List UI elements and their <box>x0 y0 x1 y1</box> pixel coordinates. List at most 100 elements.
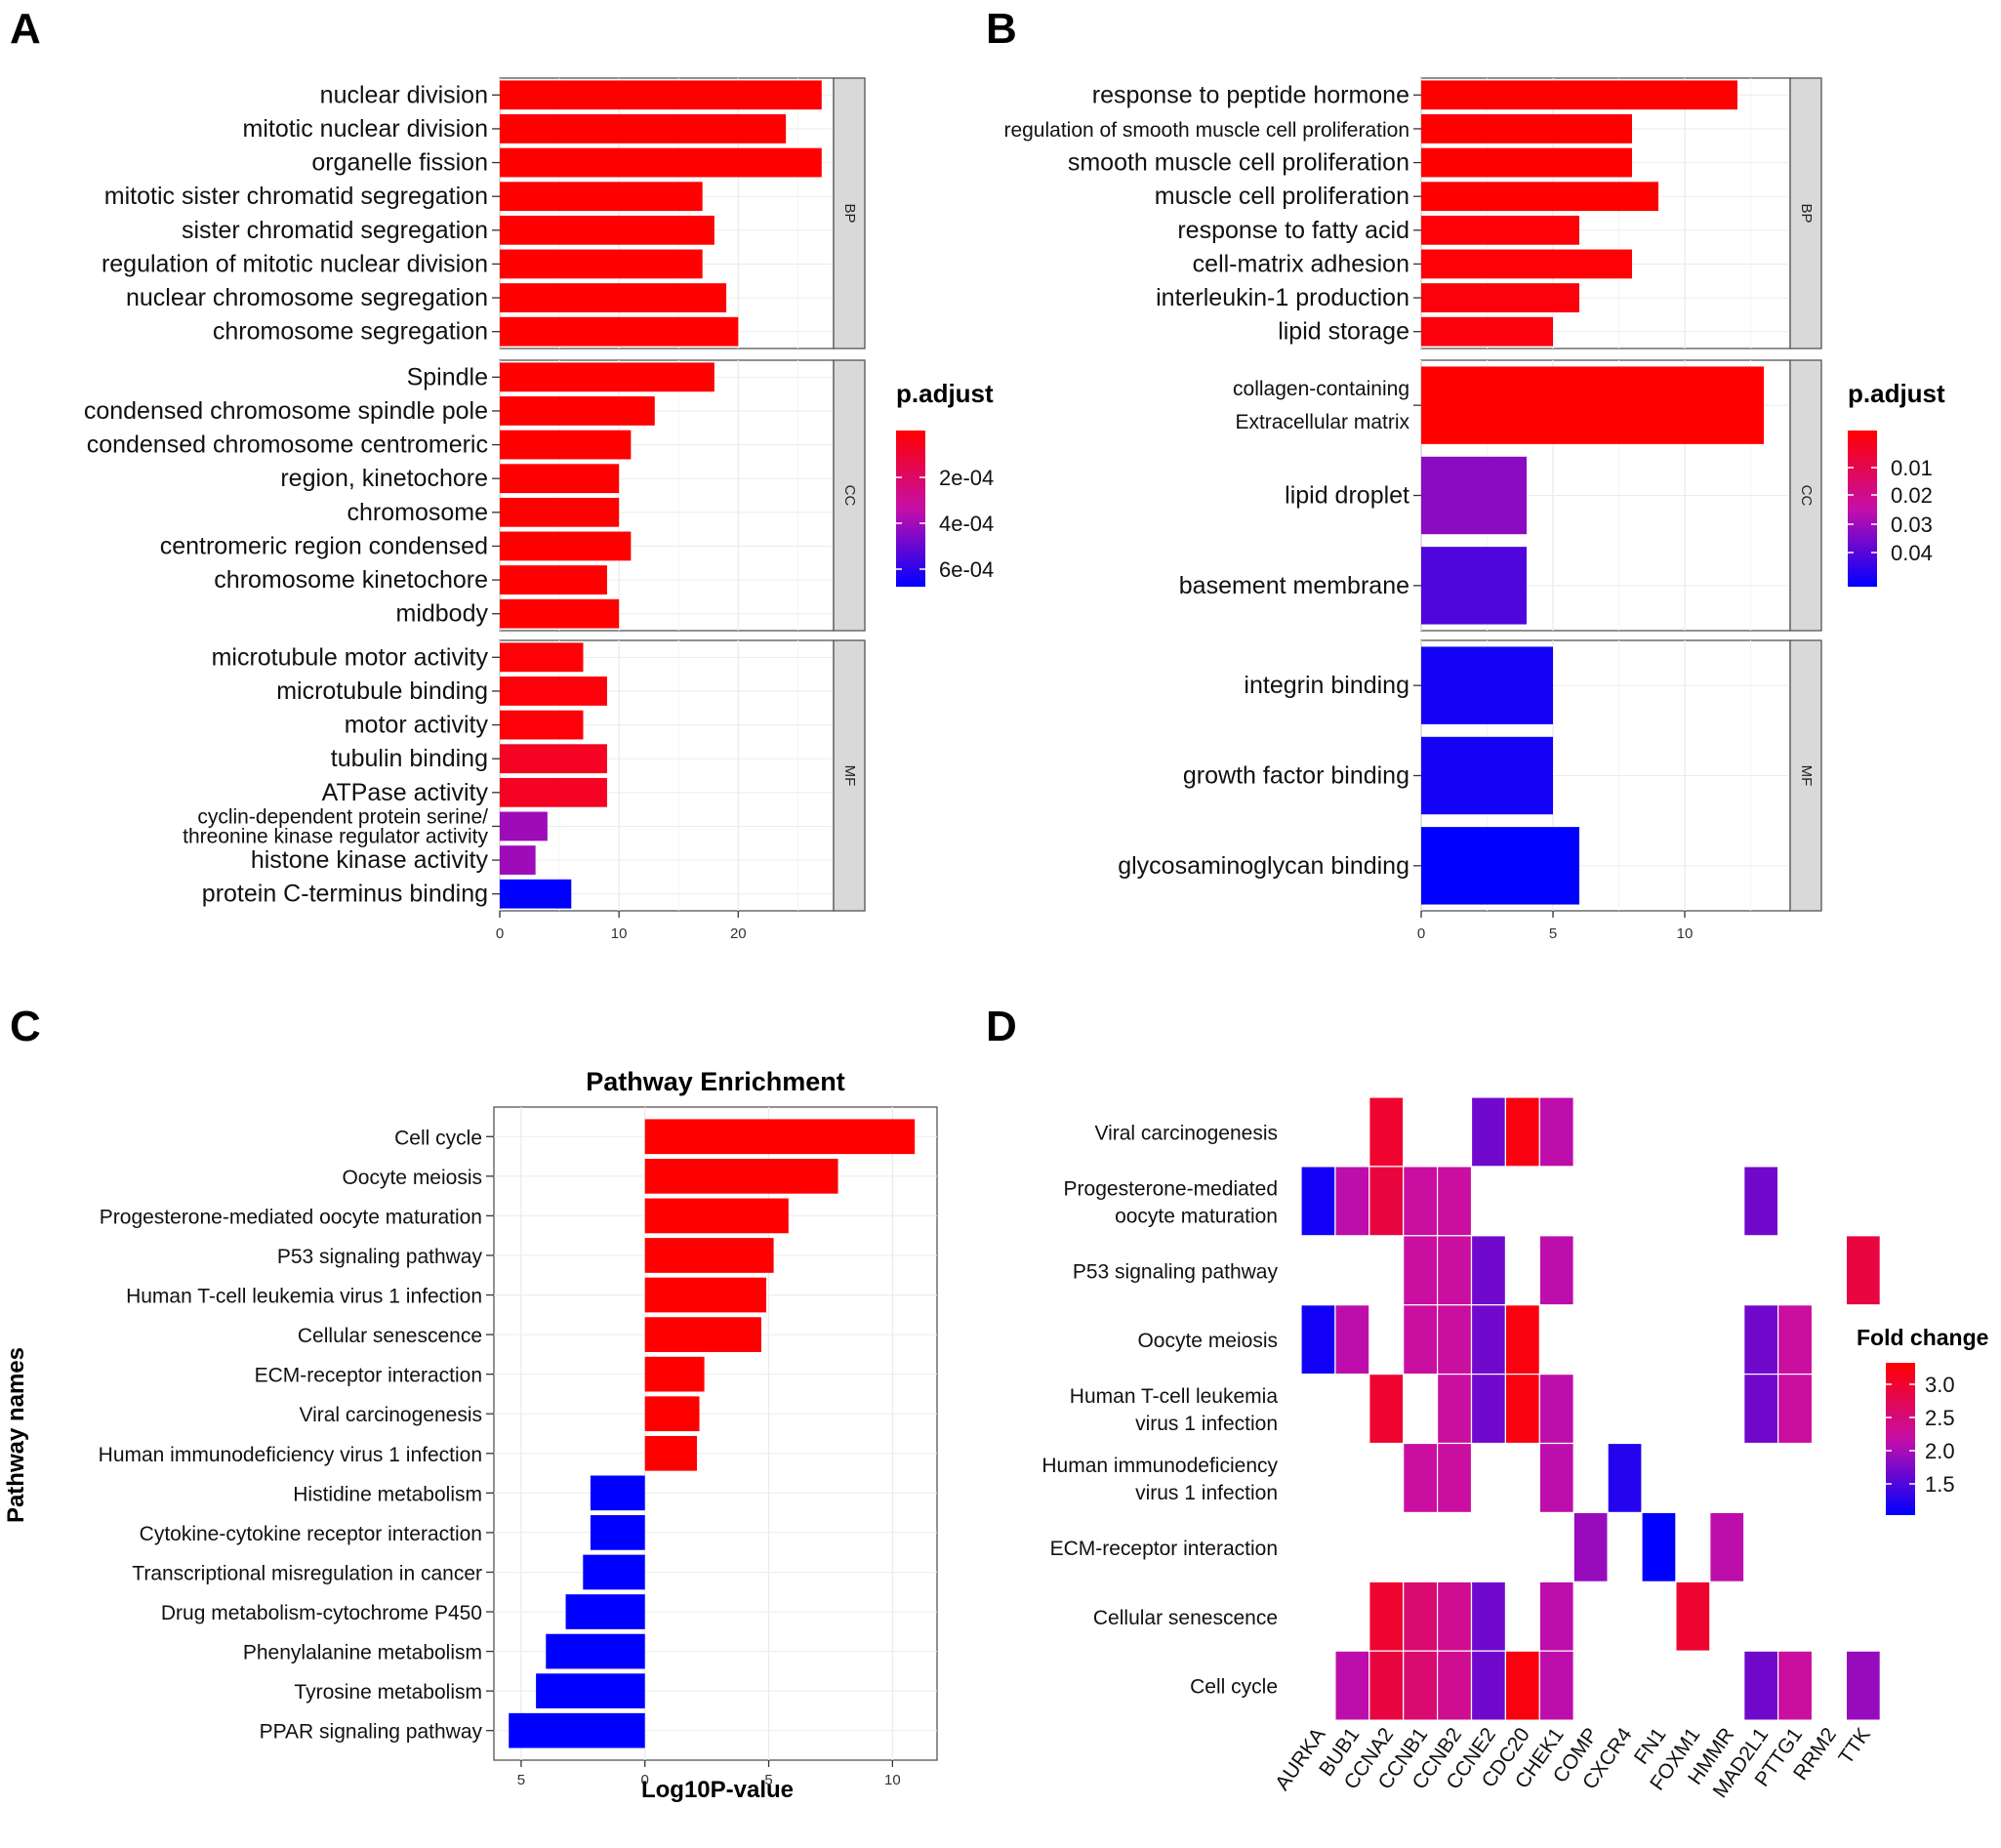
category-label: Cellular senescence <box>298 1325 482 1347</box>
category-label: smooth muscle cell proliferation <box>1068 149 1409 177</box>
heatmap-cell-ccna2 <box>1368 1650 1405 1721</box>
x-tick-label: 0 <box>496 925 504 942</box>
category-label: chromosome kinetochore <box>214 566 488 594</box>
heatmap-cell-ccne2 <box>1470 1235 1507 1306</box>
category-label: Transcriptional misregulation in cancer <box>132 1562 482 1584</box>
bar-interleukin-1-production <box>1421 283 1579 312</box>
heatmap-cell-cdc20 <box>1504 1650 1540 1721</box>
legend-tick-label: 2.0 <box>1925 1439 1955 1463</box>
heatmap-cell-foxm1 <box>1675 1581 1711 1652</box>
category-label: Spindle <box>407 363 488 390</box>
category-label: P53 signaling pathway <box>277 1246 483 1268</box>
heatmap-cell-ccnb1 <box>1403 1650 1439 1721</box>
legend-tick-label: 4e-04 <box>939 512 994 536</box>
heatmap-cell-ccnb2 <box>1436 1235 1473 1306</box>
heatmap-cell-comp <box>1572 1511 1609 1582</box>
legend-tick-label: 2e-04 <box>939 466 994 490</box>
heatmap-cell-pttg1 <box>1776 1650 1814 1721</box>
category-label: microtubule motor activity <box>212 643 489 671</box>
x-tick-label: 5 <box>517 1772 525 1788</box>
bar-lipid-droplet <box>1421 456 1527 535</box>
panel-b-go-enrichment: response to peptide hormone regulation of… <box>1003 77 1945 942</box>
x-tick-label: 0 <box>1417 925 1425 942</box>
category-label: regulation of mitotic nuclear division <box>102 250 488 277</box>
bar-progesterone-mediated-oocyte-maturation <box>644 1198 789 1234</box>
bar-nuclear-division <box>500 80 822 110</box>
facet-label-cc: CC <box>841 485 858 507</box>
bar-growth-factor-binding <box>1421 736 1553 815</box>
category-label: Phenylalanine metabolism <box>243 1642 482 1664</box>
bar-cellular-senescence <box>644 1317 761 1352</box>
heatmap-cell-ccnb1 <box>1403 1304 1439 1376</box>
category-label: midbody <box>396 600 489 628</box>
bar-organelle-fission <box>500 147 822 178</box>
facet-strip-bp <box>833 77 866 349</box>
heatmap-cell-chek1 <box>1538 1373 1574 1445</box>
category-label: chromosome segregation <box>213 318 488 346</box>
category-label: basement membrane <box>1179 572 1409 599</box>
x-tick-label: 10 <box>1677 925 1694 942</box>
y-axis-label: Pathway names <box>3 1347 29 1523</box>
bar-ecm-receptor-interaction <box>644 1356 705 1392</box>
heatmap-cell-ccne2 <box>1470 1650 1507 1721</box>
row-label: virus 1 infection <box>1135 1413 1278 1435</box>
category-label: muscle cell proliferation <box>1155 183 1409 210</box>
bar-spindle <box>500 362 715 392</box>
category-label: Viral carcinogenesis <box>299 1404 482 1426</box>
legend-colorbar <box>1886 1363 1915 1515</box>
heatmap-cell-cdc20 <box>1504 1373 1540 1445</box>
heatmap-cell-ccnb2 <box>1436 1650 1473 1721</box>
legend-tick-label: 0.01 <box>1891 456 1933 480</box>
bar-transcriptional-misregulation-in-cancer <box>583 1554 645 1590</box>
x-tick-label: 0 <box>641 1772 649 1788</box>
x-tick-label: 5 <box>764 1772 772 1788</box>
heatmap-cell-aurka <box>1300 1166 1336 1237</box>
bar-smooth-muscle-cell-proliferation <box>1421 147 1632 178</box>
bar-histone-kinase-activity <box>500 845 536 875</box>
heatmap-cell-ccne2 <box>1470 1096 1507 1168</box>
category-label: Cytokine-cytokine receptor interaction <box>140 1523 482 1545</box>
category-label: threonine kinase regulator activity <box>183 825 488 847</box>
bar-cell-matrix-adhesion <box>1421 249 1632 279</box>
heatmap-cell-mad2l1 <box>1743 1373 1779 1445</box>
bar-histidine-metabolism <box>590 1475 645 1511</box>
heatmap-cell-bub1 <box>1334 1166 1370 1237</box>
bar-phenylalanine-metabolism <box>546 1633 645 1669</box>
bar-region-kinetochore <box>500 464 620 494</box>
category-label: centromeric region condensed <box>160 532 488 559</box>
panel-c-pathway-enrichment: Pathway Enrichment Cell cycle Oocyte meios… <box>3 1067 938 1803</box>
category-label: lipid storage <box>1278 318 1409 346</box>
panel-label-d: D <box>986 1003 1017 1050</box>
heatmap-cell-chek1 <box>1538 1096 1574 1168</box>
category-label: tubulin binding <box>331 745 488 772</box>
panel-a-go-enrichment: nuclear division mitotic nuclear division… <box>84 77 994 942</box>
category-label: regulation of smooth muscle cell prolife… <box>1003 119 1409 142</box>
bar-motor-activity <box>500 710 584 740</box>
heatmap-cell-ccnb1 <box>1403 1166 1439 1237</box>
row-label: oocyte maturation <box>1115 1205 1278 1227</box>
bar-regulation-of-mitotic-nuclear-division <box>500 249 703 279</box>
facet-label-bp: BP <box>841 203 858 223</box>
heatmap-cell-ccne2 <box>1470 1581 1507 1652</box>
legend-colorbar <box>896 431 925 587</box>
heatmap-cell-cdc20 <box>1504 1096 1540 1168</box>
row-label: Oocyte meiosis <box>1137 1330 1278 1352</box>
bar-chromosome-kinetochore <box>500 565 607 595</box>
heatmap-cell-ccnb1 <box>1403 1581 1439 1652</box>
bar-muscle-cell-proliferation <box>1421 182 1658 212</box>
bar-p53-signaling-pathway <box>644 1238 774 1273</box>
x-tick-label: 20 <box>730 925 747 942</box>
heatmap-cell-pttg1 <box>1776 1304 1814 1376</box>
legend-tick-label: 0.02 <box>1891 483 1933 508</box>
legend-colorbar <box>1848 431 1877 587</box>
heatmap-cell-chek1 <box>1538 1235 1574 1306</box>
heatmap-cell-mad2l1 <box>1743 1650 1779 1721</box>
bar-condensed-chromosome-centromeric <box>500 430 632 460</box>
heatmap-cell-bub1 <box>1334 1650 1370 1721</box>
bar-ppar-signaling-pathway <box>509 1712 645 1748</box>
category-label: lipid droplet <box>1285 482 1409 510</box>
bar-human-t-cell-leukemia-virus-1-infection <box>644 1277 766 1313</box>
bar-oocyte-meiosis <box>644 1158 838 1194</box>
bar-basement-membrane <box>1421 547 1527 625</box>
